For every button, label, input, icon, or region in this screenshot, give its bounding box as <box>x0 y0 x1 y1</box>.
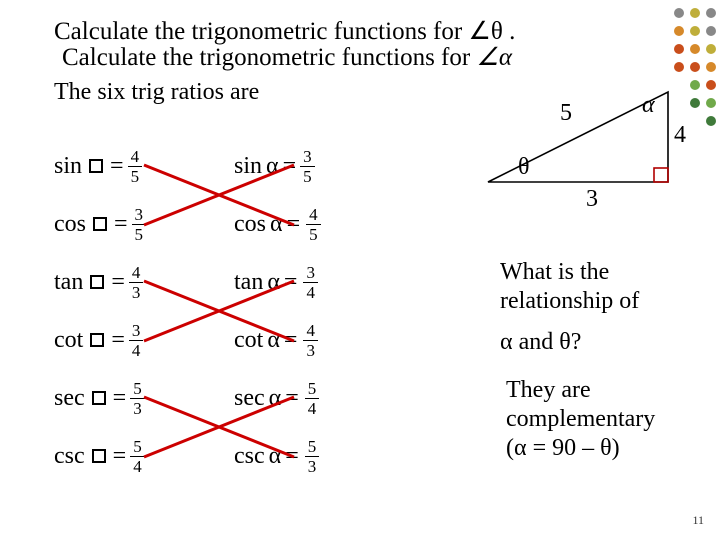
empty-box-icon <box>93 217 107 231</box>
lhs-expr: cot = 34 <box>54 322 143 359</box>
rhs-expr: tan α = 34 <box>234 264 318 301</box>
ratio-row: tan = 43 tan α = 34 <box>54 258 424 316</box>
fn-label: cos <box>54 211 86 238</box>
alpha-label: α <box>642 92 655 119</box>
fraction: 54 <box>130 438 145 475</box>
theta-label: θ <box>518 154 530 181</box>
equals: = <box>111 327 125 354</box>
triangle-svg <box>478 72 688 202</box>
equals: = <box>287 211 303 238</box>
heading1-angle: ∠θ <box>468 18 502 45</box>
angle-symbol: α <box>270 211 283 238</box>
fn-label: tan <box>54 269 83 296</box>
note-line: (α = 90 – θ) <box>506 434 706 463</box>
side-hyp-label: 5 <box>560 100 572 127</box>
lhs-expr: sec = 53 <box>54 380 145 417</box>
equals: = <box>113 385 127 412</box>
fn-label: sec <box>54 385 85 412</box>
equals: = <box>283 153 297 180</box>
angle-symbol: α <box>269 385 282 412</box>
fraction: 45 <box>128 148 143 185</box>
angle-symbol: α <box>267 327 280 354</box>
equals: = <box>110 153 124 180</box>
side-adj-label: 3 <box>586 186 598 213</box>
fn-label: cot <box>54 327 83 354</box>
ratio-row: csc = 54 csc α = 53 <box>54 432 424 490</box>
fraction: 53 <box>305 438 320 475</box>
note-line: What is the <box>500 258 700 287</box>
equals: = <box>113 443 127 470</box>
slide-root: Calculate the trigonometric functions fo… <box>0 0 720 540</box>
fn-label: sin <box>54 153 82 180</box>
lhs-expr: tan = 43 <box>54 264 143 301</box>
equals: = <box>114 211 128 238</box>
equals: = <box>285 385 301 412</box>
triangle-figure: 5 4 3 θ α <box>478 72 688 202</box>
note-line: complementary <box>506 405 706 434</box>
heading2-text: Calculate the trigonometric functions fo… <box>62 44 476 71</box>
fn-label: cot <box>234 327 263 354</box>
fraction: 53 <box>130 380 145 417</box>
ratio-row: sin = 45 sin α = 35 <box>54 142 424 200</box>
note-line: They are <box>506 376 706 405</box>
note-line: relationship of <box>500 287 700 316</box>
equals: = <box>285 443 301 470</box>
empty-box-icon <box>89 159 103 173</box>
fn-label: csc <box>234 443 265 470</box>
equals: = <box>111 269 125 296</box>
fraction: 43 <box>129 264 144 301</box>
fn-label: tan <box>234 269 263 296</box>
fraction: 45 <box>306 206 321 243</box>
heading1-post: . <box>503 18 516 45</box>
ratio-grid: sin = 45 sin α = 35 cos = 35 cos α <box>54 142 424 490</box>
fraction: 54 <box>305 380 320 417</box>
equals: = <box>284 327 300 354</box>
empty-box-icon <box>92 449 106 463</box>
lhs-expr: csc = 54 <box>54 438 145 475</box>
fn-label: cos <box>234 211 266 238</box>
empty-box-icon <box>92 391 106 405</box>
heading2-angle: ∠α <box>476 44 512 71</box>
rhs-expr: sec α = 54 <box>234 380 319 417</box>
fraction: 35 <box>300 148 315 185</box>
ratio-row: sec = 53 sec α = 54 <box>54 374 424 432</box>
rhs-expr: cos α = 45 <box>234 206 321 243</box>
empty-box-icon <box>90 275 104 289</box>
fraction: 35 <box>132 206 147 243</box>
heading-line-2: Calculate the trigonometric functions fo… <box>0 44 720 72</box>
note-question-2: α and θ? <box>500 328 700 357</box>
page-number: 11 <box>692 513 704 528</box>
fn-label: csc <box>54 443 85 470</box>
angle-symbol: α <box>266 153 279 180</box>
fn-label: sec <box>234 385 265 412</box>
fn-label: sin <box>234 153 262 180</box>
note-answer: They are complementary (α = 90 – θ) <box>506 376 706 462</box>
fraction: 34 <box>303 264 318 301</box>
side-opp-label: 4 <box>674 122 686 149</box>
equals: = <box>284 269 300 296</box>
empty-box-icon <box>90 333 104 347</box>
ratio-row: cot = 34 cot α = 43 <box>54 316 424 374</box>
rhs-expr: csc α = 53 <box>234 438 319 475</box>
angle-symbol: α <box>267 269 280 296</box>
rhs-expr: cot α = 43 <box>234 322 318 359</box>
fraction: 43 <box>303 322 318 359</box>
lhs-expr: cos = 35 <box>54 206 146 243</box>
rhs-expr: sin α = 35 <box>234 148 315 185</box>
fraction: 34 <box>129 322 144 359</box>
lhs-expr: sin = 45 <box>54 148 142 185</box>
note-question: What is the relationship of <box>500 258 700 316</box>
ratio-row: cos = 35 cos α = 45 <box>54 200 424 258</box>
angle-symbol: α <box>269 443 282 470</box>
heading-line-1: Calculate the trigonometric functions fo… <box>0 18 720 46</box>
heading1-text: Calculate the trigonometric functions fo… <box>54 18 468 45</box>
